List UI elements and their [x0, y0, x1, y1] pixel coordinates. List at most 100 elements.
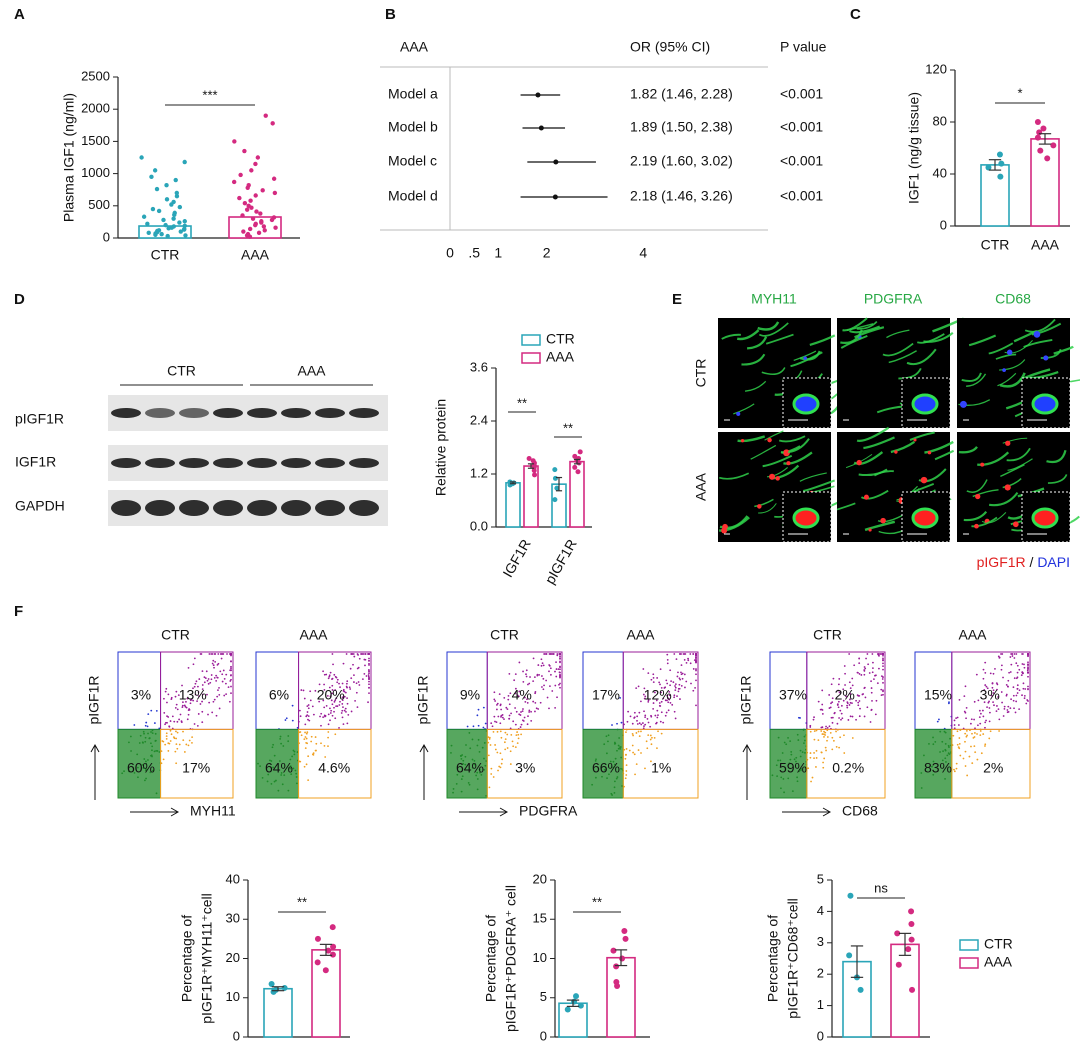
- y-tick-label: 1.2: [470, 465, 488, 480]
- cell-dot: [166, 701, 168, 704]
- cell-dot: [668, 690, 671, 693]
- cell-dot: [613, 763, 616, 766]
- cell-dot: [780, 787, 782, 790]
- data-point: [260, 188, 265, 193]
- cell-dot: [156, 750, 159, 752]
- cell-dot: [165, 687, 168, 690]
- axis-arrow: [782, 807, 832, 817]
- cell-dot: [640, 700, 642, 703]
- cell-dot: [642, 668, 645, 670]
- blot-band: [213, 500, 243, 516]
- cell-dot: [830, 716, 833, 719]
- cell-dot: [973, 736, 976, 738]
- data-point: [1034, 119, 1041, 125]
- blot-band: [111, 408, 141, 418]
- cell-dot: [487, 736, 490, 739]
- cell-dot: [616, 722, 618, 725]
- cell-dot: [167, 750, 170, 752]
- cell-dot: [309, 690, 312, 693]
- cell-dot: [306, 742, 309, 745]
- cell-dot: [338, 682, 340, 685]
- fiber: [764, 430, 784, 441]
- cell-dot: [666, 699, 668, 702]
- cell-dot: [304, 731, 306, 734]
- cell-dot: [559, 666, 561, 669]
- cell-dot: [175, 703, 178, 706]
- data-point: [998, 160, 1005, 167]
- inset-cell: [1031, 507, 1059, 529]
- cell-dot: [513, 679, 516, 682]
- cell-dot: [799, 755, 802, 758]
- cell-dot: [775, 764, 778, 767]
- fiber: [802, 479, 836, 493]
- cell-dot: [992, 701, 994, 704]
- y-axis-label: pIGF1R⁺PDGFRA⁺ cell: [503, 885, 519, 1032]
- cell-dot: [958, 699, 961, 701]
- cell-dot: [478, 750, 481, 753]
- blot-band: [349, 458, 379, 468]
- cell-dot: [197, 691, 200, 693]
- cell-dot: [823, 736, 825, 738]
- cell-dot: [334, 689, 337, 691]
- cell-dot: [503, 696, 506, 699]
- cell-dot: [837, 683, 840, 686]
- y-axis-label: Relative protein: [433, 399, 449, 496]
- cell-dot: [594, 759, 597, 762]
- cell-dot: [988, 720, 991, 723]
- data-point: [177, 204, 183, 210]
- cell-dot: [473, 763, 476, 766]
- cell-dot: [304, 747, 307, 750]
- nucleus: [767, 437, 772, 443]
- cell-dot: [858, 700, 861, 702]
- x-tick-label: 1: [494, 245, 502, 261]
- data-point: [997, 173, 1004, 180]
- cell-dot: [858, 662, 861, 665]
- cell-dot: [800, 769, 802, 772]
- fiber: [968, 334, 997, 347]
- cell-dot: [1027, 664, 1029, 666]
- cell-dot: [320, 724, 322, 727]
- cell-dot: [620, 767, 622, 770]
- cell-dot: [813, 716, 815, 719]
- cell-dot: [146, 725, 149, 728]
- cell-dot: [220, 657, 223, 660]
- cell-dot: [955, 767, 958, 770]
- cell-dot: [1026, 669, 1029, 672]
- y-tick-label: 0: [540, 1028, 547, 1043]
- cell-dot: [985, 685, 988, 688]
- cell-dot: [468, 783, 471, 786]
- cell-dot: [212, 659, 215, 662]
- cell-dot: [838, 717, 840, 719]
- cell-dot: [209, 681, 212, 684]
- fiber: [750, 444, 777, 460]
- fiber: [736, 329, 760, 341]
- cell-dot: [955, 762, 958, 765]
- cell-dot: [681, 677, 684, 680]
- cell-dot: [1012, 694, 1015, 697]
- data-point: [174, 193, 180, 199]
- cell-dot: [992, 672, 995, 675]
- cell-dot: [361, 678, 364, 681]
- fiber: [778, 435, 806, 443]
- cell-dot: [823, 730, 825, 733]
- cell-dot: [230, 665, 232, 668]
- cell-dot: [638, 722, 641, 725]
- cell-dot: [534, 690, 537, 693]
- cell-dot: [145, 760, 147, 763]
- cell-dot: [771, 774, 774, 777]
- cell-dot: [660, 687, 663, 689]
- cell-dot: [695, 654, 697, 657]
- cell-dot: [977, 699, 980, 702]
- cell-dot: [499, 766, 502, 769]
- cell-dot: [272, 766, 274, 769]
- cell-dot: [996, 683, 999, 686]
- cell-dot: [625, 731, 627, 734]
- cell-dot: [609, 760, 612, 763]
- x-axis-label: PDGFRA: [519, 803, 578, 819]
- cell-dot: [679, 698, 681, 700]
- cell-dot: [152, 769, 154, 772]
- fiber: [747, 336, 768, 350]
- fiber: [906, 348, 937, 366]
- cell-dot: [880, 694, 883, 697]
- cell-dot: [548, 664, 551, 667]
